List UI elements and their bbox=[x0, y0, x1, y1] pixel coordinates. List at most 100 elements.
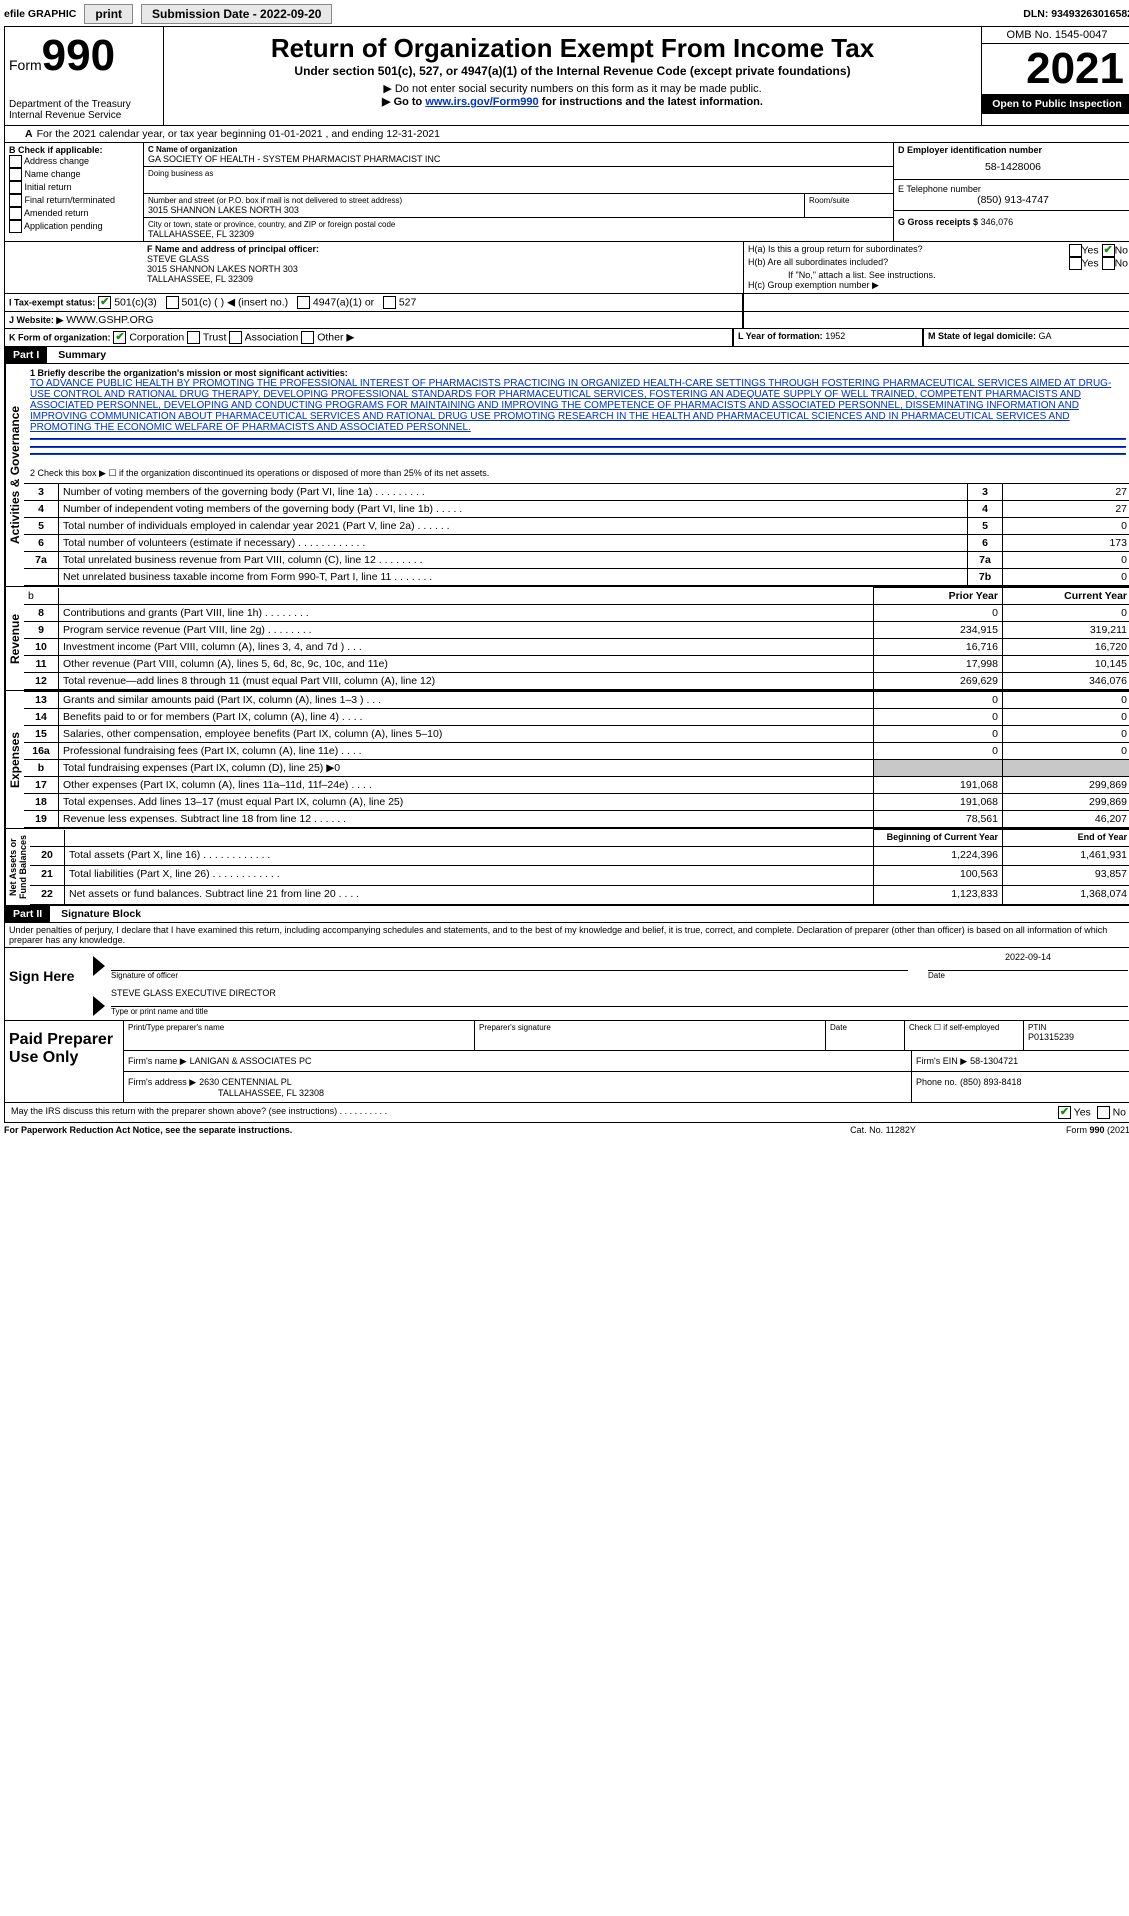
check-527[interactable] bbox=[383, 296, 396, 309]
check-initial-return[interactable] bbox=[9, 181, 22, 194]
check-other[interactable] bbox=[301, 331, 314, 344]
check-amended[interactable] bbox=[9, 207, 22, 220]
check-4947[interactable] bbox=[297, 296, 310, 309]
may-irs-no[interactable] bbox=[1097, 1106, 1110, 1119]
firm-addr-label: Firm's address ▶ bbox=[128, 1077, 196, 1087]
form-word: Form bbox=[9, 57, 42, 73]
check-final-return[interactable] bbox=[9, 194, 22, 207]
addr-label: Number and street (or P.O. box if mail i… bbox=[148, 196, 800, 205]
prior-value: 0 bbox=[874, 726, 1003, 743]
footer-right: Form 990 (2021) bbox=[983, 1125, 1129, 1135]
box-i-inner: I Tax-exempt status: 501(c)(3) 501(c) ( … bbox=[5, 294, 743, 312]
check-name-change[interactable] bbox=[9, 168, 22, 181]
row-text: Benefits paid to or for members (Part IX… bbox=[59, 709, 874, 726]
row-text: Salaries, other compensation, employee b… bbox=[59, 726, 874, 743]
opt-name: Name change bbox=[25, 169, 81, 179]
prior-value: 1,224,396 bbox=[874, 847, 1003, 866]
top-bar: efile GRAPHIC print Submission Date - 20… bbox=[4, 4, 1129, 27]
form-left: Form990 Department of the Treasury Inter… bbox=[5, 27, 164, 125]
footer-990: 990 bbox=[1089, 1125, 1104, 1135]
row-text: Grants and similar amounts paid (Part IX… bbox=[59, 692, 874, 709]
current-value: 16,720 bbox=[1003, 639, 1129, 656]
row-value: 173 bbox=[1003, 535, 1129, 552]
boxes-fh: F Name and address of principal officer:… bbox=[4, 242, 1129, 294]
box-e-label: E Telephone number bbox=[898, 180, 1128, 194]
form-header: Form990 Department of the Treasury Inter… bbox=[4, 27, 1129, 126]
sig-date-value: 2022-09-14 bbox=[928, 952, 1128, 971]
org-name: GA SOCIETY OF HEALTH - SYSTEM PHARMACIST… bbox=[148, 154, 889, 164]
box-c-label: C Name of organization bbox=[148, 145, 889, 154]
check-corp[interactable] bbox=[113, 331, 126, 344]
box-b-label: B Check if applicable: bbox=[9, 145, 139, 155]
revenue-section: Revenue b Prior Year Current Year 8 Cont… bbox=[4, 587, 1129, 691]
table-row: 22 Net assets or fund balances. Subtract… bbox=[30, 885, 1129, 904]
current-value: 0 bbox=[1003, 692, 1129, 709]
check-app-pending[interactable] bbox=[9, 220, 22, 233]
pp-self-employed: Check ☐ if self-employed bbox=[905, 1021, 1024, 1050]
year-formation: 1952 bbox=[825, 331, 845, 341]
rev-header: b Prior Year Current Year bbox=[24, 588, 1129, 605]
print-button[interactable]: print bbox=[84, 4, 133, 24]
row-box: 3 bbox=[968, 484, 1003, 501]
boxes-bcdeg: B Check if applicable: Address change Na… bbox=[4, 143, 1129, 242]
box-g-label: G Gross receipts $ bbox=[898, 217, 978, 227]
box-k: K Form of organization: Corporation Trus… bbox=[5, 329, 733, 347]
blank-b: b bbox=[24, 588, 59, 605]
table-row: 13 Grants and similar amounts paid (Part… bbox=[24, 692, 1129, 709]
opt-other: Other ▶ bbox=[317, 331, 354, 343]
current-value: 299,869 bbox=[1003, 794, 1129, 811]
check-501c3[interactable] bbox=[98, 296, 111, 309]
opt-assoc: Association bbox=[245, 331, 299, 343]
may-irs-yes[interactable] bbox=[1058, 1106, 1071, 1119]
subtitle-1: Under section 501(c), 527, or 4947(a)(1)… bbox=[170, 64, 975, 78]
opt-527: 527 bbox=[399, 296, 417, 308]
ha-no[interactable] bbox=[1102, 244, 1115, 257]
dba-label: Doing business as bbox=[148, 169, 889, 178]
h-a-label: H(a) Is this a group return for subordin… bbox=[748, 244, 923, 257]
row-value: 27 bbox=[1003, 484, 1129, 501]
pp-name-label: Print/Type preparer's name bbox=[128, 1023, 470, 1032]
row-num: 14 bbox=[24, 709, 59, 726]
row-value: 0 bbox=[1003, 569, 1129, 586]
current-value bbox=[1003, 760, 1129, 777]
firm-name-label: Firm's name ▶ bbox=[128, 1056, 187, 1066]
efile-label: efile GRAPHIC bbox=[4, 8, 76, 20]
table-row: 18 Total expenses. Add lines 13–17 (must… bbox=[24, 794, 1129, 811]
row-text: Total expenses. Add lines 13–17 (must eq… bbox=[59, 794, 874, 811]
row-text: Contributions and grants (Part VIII, lin… bbox=[59, 605, 874, 622]
irs-link[interactable]: www.irs.gov/Form990 bbox=[425, 96, 538, 108]
row-box: 6 bbox=[968, 535, 1003, 552]
submission-date-button[interactable]: Submission Date - 2022-09-20 bbox=[141, 4, 332, 24]
sig-line-officer[interactable] bbox=[111, 952, 908, 971]
box-f-label: F Name and address of principal officer: bbox=[147, 244, 739, 254]
pp-date-label: Date bbox=[830, 1023, 900, 1032]
ha-yes[interactable] bbox=[1069, 244, 1082, 257]
row-num: 16a bbox=[24, 743, 59, 760]
pp-name-value[interactable] bbox=[128, 1032, 470, 1048]
prior-value: 234,915 bbox=[874, 622, 1003, 639]
check-trust[interactable] bbox=[187, 331, 200, 344]
box-h: H(a) Is this a group return for subordin… bbox=[744, 242, 1129, 294]
row-value: 27 bbox=[1003, 501, 1129, 518]
org-city: TALLAHASSEE, FL 32309 bbox=[148, 229, 889, 239]
check-address-change[interactable] bbox=[9, 155, 22, 168]
pp-sig-label: Preparer's signature bbox=[479, 1023, 821, 1032]
box-m-label: M State of legal domicile: bbox=[928, 331, 1039, 341]
current-value: 10,145 bbox=[1003, 656, 1129, 673]
hb-no[interactable] bbox=[1102, 257, 1115, 270]
opt-501c3: 501(c)(3) bbox=[114, 296, 157, 308]
row-num: 8 bbox=[24, 605, 59, 622]
net-assets-section: Net Assets orFund Balances Beginning of … bbox=[4, 829, 1129, 906]
row-num: b bbox=[24, 760, 59, 777]
vtab-net-assets: Net Assets orFund Balances bbox=[5, 829, 30, 905]
hb-yes[interactable] bbox=[1069, 257, 1082, 270]
table-row: 16a Professional fundraising fees (Part … bbox=[24, 743, 1129, 760]
check-assoc[interactable] bbox=[229, 331, 242, 344]
expenses-section: Expenses 13 Grants and similar amounts p… bbox=[4, 691, 1129, 829]
row-text: Total number of volunteers (estimate if … bbox=[59, 535, 968, 552]
row-num: 15 bbox=[24, 726, 59, 743]
may-irs-label: May the IRS discuss this return with the… bbox=[11, 1106, 1058, 1119]
prior-value bbox=[874, 760, 1003, 777]
check-501c[interactable] bbox=[166, 296, 179, 309]
row-num: 12 bbox=[24, 673, 59, 690]
